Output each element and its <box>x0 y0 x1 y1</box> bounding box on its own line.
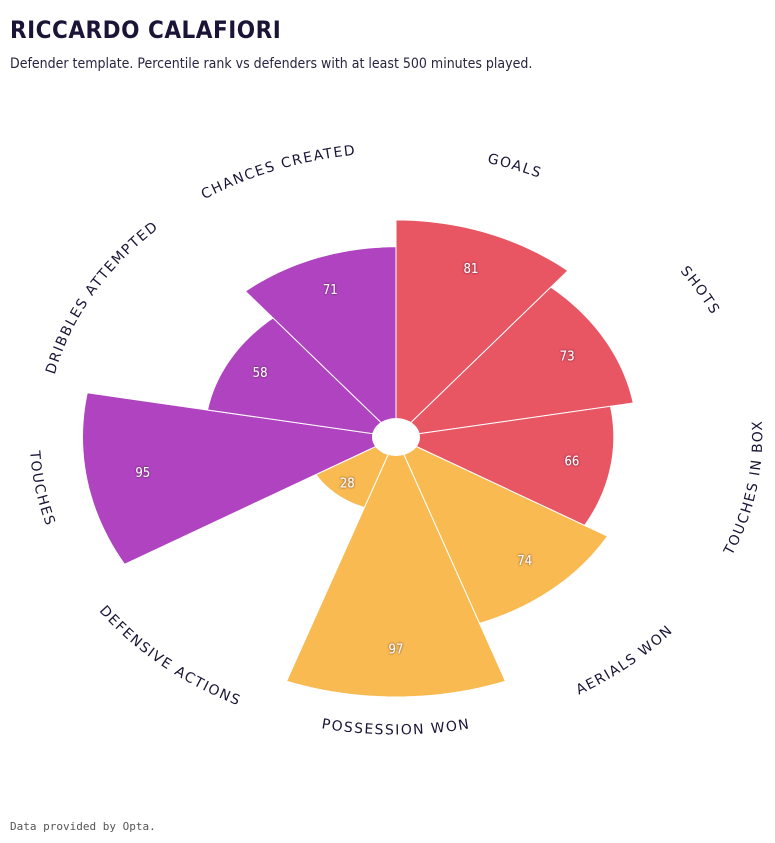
category-label-aerials-won: AERIALS WON <box>574 622 677 698</box>
category-label-goals: GOALS <box>486 151 544 182</box>
value-label-touches-in-box: 66 <box>564 455 579 470</box>
chart-title: RICCARDO CALAFIORI <box>10 16 282 44</box>
data-credit: Data provided by Opta. <box>10 820 156 833</box>
wedge-chances-created <box>244 246 397 439</box>
label-path-shots <box>630 226 738 378</box>
chart-subtitle: Defender template. Percentile rank vs de… <box>10 56 533 72</box>
wedge-shots <box>394 286 634 438</box>
wedge-possession-won <box>285 435 507 698</box>
value-label-possession-won: 97 <box>389 643 404 658</box>
label-path-dribbles-attempted <box>54 226 162 378</box>
wedge-layer <box>81 219 634 698</box>
category-label-possession-won: POSSESSION WON <box>321 716 472 738</box>
value-label-touches: 95 <box>135 466 150 481</box>
value-label-dribbles-attempted: 58 <box>253 366 268 381</box>
category-label-touches-in-box: TOUCHES IN BOX <box>721 419 767 558</box>
value-label-chances-created: 71 <box>323 283 338 298</box>
category-label-chances-created: CHANCES CREATED <box>199 143 357 203</box>
value-label-shots: 73 <box>560 349 575 364</box>
value-label-aerials-won: 74 <box>517 554 532 569</box>
value-label-goals: 81 <box>464 262 479 277</box>
wedge-dribbles-attempted <box>206 317 398 438</box>
category-label-shots: SHOTS <box>677 263 723 318</box>
category-label-dribbles-attempted: DRIBBLES ATTEMPTED <box>43 218 162 376</box>
value-label-layer: 81 73 66 74 97 28 95 58 71 <box>135 262 579 658</box>
wedge-goals <box>395 219 569 439</box>
category-label-defensive-actions: DEFENSIVE ACTIONS <box>96 603 243 710</box>
category-label-touches: TOUCHES <box>26 449 58 529</box>
label-path-aerials-won <box>533 595 706 713</box>
value-label-defensive-actions: 28 <box>340 477 355 492</box>
wedge-touches-in-box <box>394 405 615 527</box>
center-hole <box>372 418 420 456</box>
wedge-touches <box>81 392 398 565</box>
wedge-defensive-actions <box>315 435 398 509</box>
wedge-aerials-won <box>394 435 609 624</box>
